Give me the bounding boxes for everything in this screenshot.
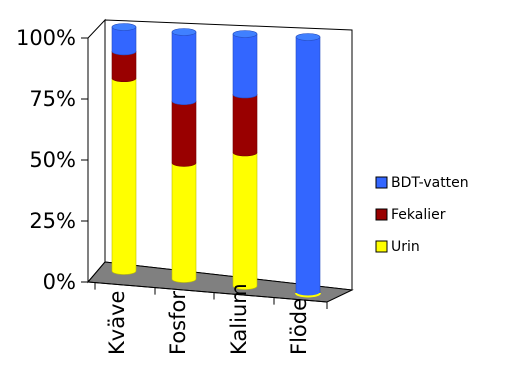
bar-segment-bdt-vatten-kalium xyxy=(232,33,258,99)
y-tick-group: 0% 25% 50% 75% 100% xyxy=(16,26,88,294)
y-tick-label: 75% xyxy=(29,87,76,111)
bar-segment-fekalier-kväve xyxy=(111,51,137,83)
legend-swatch xyxy=(375,208,388,221)
bar-segment-urin-fosfor xyxy=(171,162,197,283)
legend: BDT-vatten Fekalier Urin xyxy=(375,175,469,255)
bar-segment-fekalier-kalium xyxy=(232,94,258,157)
x-tick-label: Kalium xyxy=(227,283,251,355)
legend-swatch xyxy=(375,240,388,253)
bar-segment-bdt-vatten-flöde xyxy=(295,36,321,297)
x-tick-label: Kväve xyxy=(105,291,129,355)
bar-top-cap-flöde xyxy=(295,33,321,41)
legend-label: Fekalier xyxy=(391,207,446,223)
x-tick-label: Fosfor xyxy=(166,291,190,355)
bar-segment-urin-kalium xyxy=(232,152,258,290)
bar-segment-bdt-vatten-fosfor xyxy=(171,31,197,105)
side-wall xyxy=(87,18,106,284)
bar-top-cap-fosfor xyxy=(171,28,197,36)
bar-top-cap-kväve xyxy=(111,23,137,31)
x-tick-label: Flöde xyxy=(287,298,311,355)
legend-label: Urin xyxy=(391,239,420,255)
bars-group xyxy=(111,23,321,298)
x-tick-labels: Kväve Fosfor Kalium Flöde xyxy=(94,282,328,355)
y-tick-label: 100% xyxy=(16,26,76,50)
legend-label: BDT-vatten xyxy=(391,175,469,191)
y-tick-label: 25% xyxy=(29,209,76,233)
bar-segment-fekalier-fosfor xyxy=(171,100,197,167)
bar-segment-bdt-vatten-kväve xyxy=(111,26,137,56)
y-tick-label: 50% xyxy=(29,148,76,172)
x-axis xyxy=(87,281,328,303)
bar-top-cap-kalium xyxy=(232,30,258,38)
legend-swatch xyxy=(375,176,388,189)
bar-base-flöde xyxy=(295,292,321,298)
y-tick-label: 0% xyxy=(43,270,76,294)
bar-segment-urin-kväve xyxy=(111,77,137,275)
